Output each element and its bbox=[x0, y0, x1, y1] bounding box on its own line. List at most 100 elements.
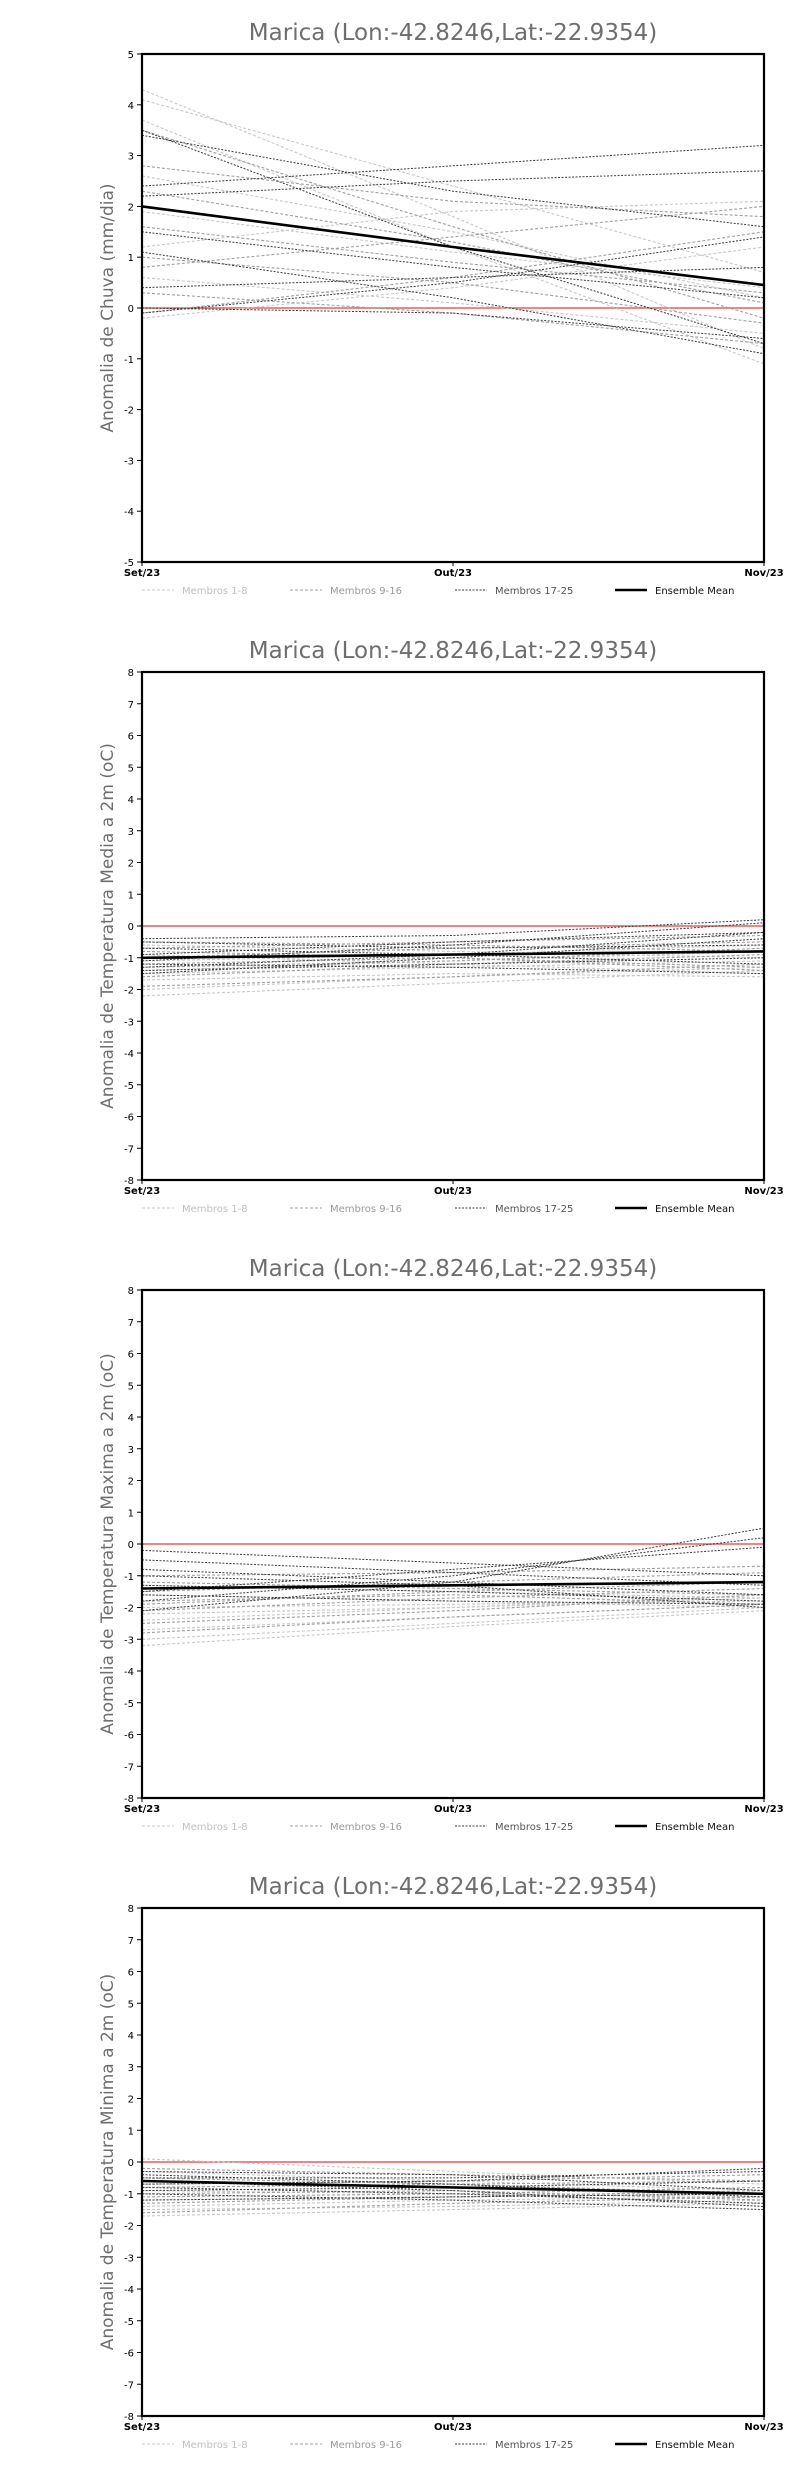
member-line-members-17-25 bbox=[141, 938, 765, 975]
y-axis-label: Anomalia de Temperatura Maxima a 2m (oC) bbox=[98, 1353, 118, 1735]
y-tick-label: -5 bbox=[124, 2317, 134, 2328]
ensemble-mean-line bbox=[141, 950, 765, 960]
x-tick-label: Nov/23 bbox=[744, 1186, 783, 1197]
member-line-members-17-25 bbox=[141, 1559, 765, 1586]
member-line-members-17-25 bbox=[141, 922, 765, 962]
y-tick-label: 8 bbox=[128, 1286, 134, 1297]
member-line-members-17-25 bbox=[141, 1537, 765, 1602]
y-tick-label: -3 bbox=[124, 1017, 134, 1028]
legend-label-ensemble-mean: Ensemble Mean bbox=[655, 586, 734, 597]
member-line-members-17-25 bbox=[141, 947, 765, 965]
chart-title: Marica (Lon:-42.8246,Lat:-22.9354) bbox=[249, 20, 657, 46]
y-tick-label: -8 bbox=[124, 1794, 134, 1805]
y-tick-label: 6 bbox=[128, 1350, 134, 1361]
member-line-members-17-25 bbox=[141, 1575, 765, 1608]
member-line-members-17-25 bbox=[141, 307, 765, 339]
member-line-members-9-16 bbox=[141, 1594, 765, 1605]
chart-title: Marica (Lon:-42.8246,Lat:-22.9354) bbox=[249, 1874, 657, 1900]
member-line-members-17-25 bbox=[141, 2180, 765, 2192]
y-tick-label: -4 bbox=[124, 2285, 134, 2296]
member-line-members-9-16 bbox=[141, 2186, 765, 2198]
member-line-members-1-8 bbox=[141, 1600, 765, 1609]
y-tick-label: 3 bbox=[128, 1445, 134, 1456]
legend-label-members-9-16: Membros 9-16 bbox=[330, 1822, 402, 1833]
member-line-members-17-25 bbox=[141, 134, 765, 228]
member-line-members-9-16 bbox=[141, 1581, 765, 1596]
member-line-members-1-8 bbox=[141, 1610, 765, 1647]
y-tick-label: -6 bbox=[124, 2349, 134, 2360]
member-line-members-17-25 bbox=[141, 941, 765, 949]
y-tick-label: 1 bbox=[128, 1508, 134, 1519]
member-line-members-1-8 bbox=[141, 944, 765, 959]
y-tick-label: -6 bbox=[124, 1113, 134, 1124]
member-line-members-9-16 bbox=[141, 963, 765, 987]
x-tick-label: Set/23 bbox=[124, 2422, 160, 2433]
y-tick-label: -4 bbox=[124, 1049, 134, 1060]
member-line-members-9-16 bbox=[141, 2167, 765, 2182]
member-line-members-1-8 bbox=[141, 210, 765, 289]
y-tick-label: 0 bbox=[128, 1540, 134, 1551]
chart-title: Marica (Lon:-42.8246,Lat:-22.9354) bbox=[249, 1256, 657, 1282]
member-line-members-9-16 bbox=[141, 1565, 765, 1577]
y-tick-label: -8 bbox=[124, 2412, 134, 2423]
y-tick-label: 1 bbox=[128, 890, 134, 901]
member-line-members-9-16 bbox=[141, 934, 765, 949]
member-line-members-9-16 bbox=[141, 2174, 765, 2185]
y-tick-label: -1 bbox=[124, 1572, 134, 1583]
y-axis-label: Anomalia de Temperatura Media a 2m (oC) bbox=[98, 743, 118, 1109]
member-line-members-17-25 bbox=[141, 2180, 765, 2207]
legend-label-members-9-16: Membros 9-16 bbox=[330, 586, 402, 597]
y-tick-label: 3 bbox=[128, 2063, 134, 2074]
member-line-members-17-25 bbox=[141, 1527, 765, 1612]
member-line-members-17-25 bbox=[141, 957, 765, 971]
y-tick-label: 5 bbox=[128, 1999, 134, 2010]
y-tick-label: 6 bbox=[128, 732, 134, 743]
y-tick-label: -7 bbox=[124, 1762, 134, 1773]
member-line-members-9-16 bbox=[141, 947, 765, 968]
member-line-members-9-16 bbox=[141, 1581, 765, 1605]
legend-label-ensemble-mean: Ensemble Mean bbox=[655, 1822, 734, 1833]
legend-label-members-9-16: Membros 9-16 bbox=[330, 1204, 402, 1215]
x-tick-label: Set/23 bbox=[124, 568, 160, 579]
member-line-members-17-25 bbox=[141, 2193, 765, 2211]
y-tick-label: 3 bbox=[128, 827, 134, 838]
member-line-members-17-25 bbox=[141, 2171, 765, 2192]
legend-label-ensemble-mean: Ensemble Mean bbox=[655, 2440, 734, 2451]
member-line-members-1-8 bbox=[141, 1594, 765, 1615]
member-line-members-1-8 bbox=[141, 960, 765, 975]
member-line-members-1-8 bbox=[141, 2202, 765, 2217]
y-axis-label: Anomalia de Temperatura Minima a 2m (oC) bbox=[98, 1974, 118, 2351]
member-line-members-17-25 bbox=[141, 931, 765, 956]
y-tick-label: -4 bbox=[124, 1667, 134, 1678]
y-tick-label: 6 bbox=[128, 1968, 134, 1979]
member-line-members-17-25 bbox=[141, 919, 765, 940]
member-line-members-1-8 bbox=[141, 246, 765, 319]
x-tick-label: Out/23 bbox=[434, 2422, 472, 2433]
member-line-members-1-8 bbox=[141, 2199, 765, 2211]
legend-label-members-9-16: Membros 9-16 bbox=[330, 2440, 402, 2451]
y-tick-label: 7 bbox=[128, 1936, 134, 1947]
member-line-members-1-8 bbox=[141, 1594, 765, 1609]
ensemble-mean-line bbox=[141, 2179, 765, 2196]
chart-panel-2: Marica (Lon:-42.8246,Lat:-22.9354) Anomal… bbox=[98, 638, 784, 1215]
member-line-members-17-25 bbox=[141, 931, 765, 968]
member-line-members-1-8 bbox=[141, 973, 765, 981]
y-tick-label: -1 bbox=[124, 355, 134, 366]
x-tick-label: Nov/23 bbox=[744, 2422, 783, 2433]
y-tick-label: -2 bbox=[124, 2222, 134, 2233]
y-tick-label: 7 bbox=[128, 700, 134, 711]
member-line-members-9-16 bbox=[141, 941, 765, 959]
y-tick-label: 3 bbox=[128, 152, 134, 163]
y-tick-label: 7 bbox=[128, 1318, 134, 1329]
member-line-members-17-25 bbox=[141, 963, 765, 975]
member-line-members-9-16 bbox=[141, 1587, 765, 1612]
member-line-members-1-8 bbox=[141, 969, 765, 997]
chart-panel-3: Marica (Lon:-42.8246,Lat:-22.9354) Anomal… bbox=[98, 1256, 784, 1833]
y-tick-label: -7 bbox=[124, 2380, 134, 2391]
legend-label-ensemble-mean: Ensemble Mean bbox=[655, 1204, 734, 1215]
y-tick-label: -4 bbox=[124, 507, 134, 518]
member-line-members-17-25 bbox=[141, 1546, 765, 1593]
member-line-members-9-16 bbox=[141, 950, 765, 972]
x-tick-label: Out/23 bbox=[434, 568, 472, 579]
legend-label-members-17-25: Membros 17-25 bbox=[495, 1822, 573, 1833]
